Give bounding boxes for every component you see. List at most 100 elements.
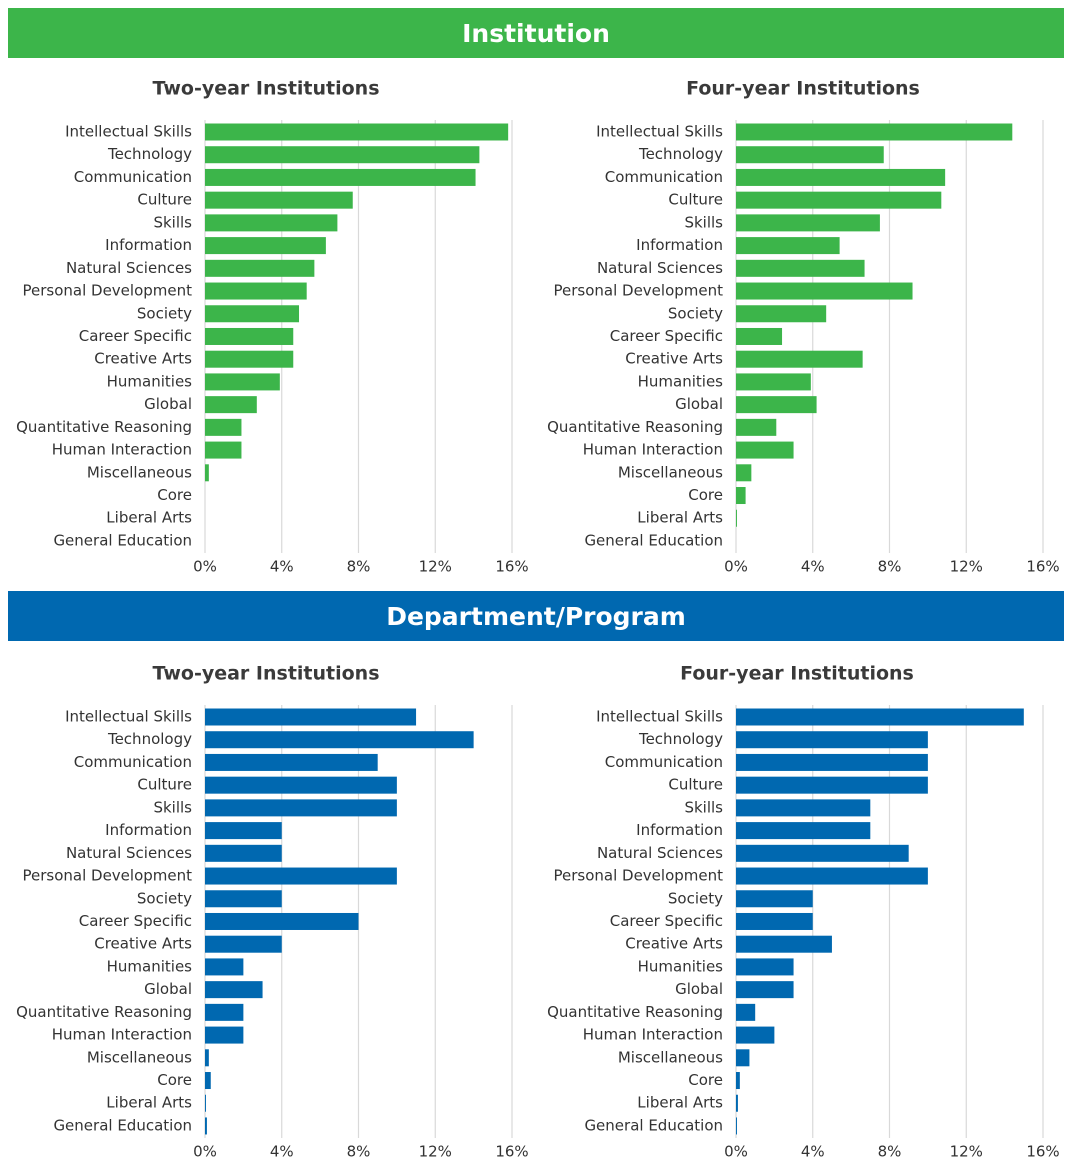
category-label: Technology — [638, 730, 723, 748]
bar — [736, 191, 942, 209]
category-label: Career Specific — [610, 912, 723, 930]
bar — [736, 509, 737, 527]
category-label: Career Specific — [79, 327, 192, 345]
bar — [205, 123, 509, 141]
category-label: Society — [137, 889, 192, 907]
category-label: Liberal Arts — [637, 509, 723, 527]
category-label: Quantitative Reasoning — [16, 418, 192, 436]
category-label: Liberal Arts — [106, 509, 192, 527]
category-label: Career Specific — [610, 327, 723, 345]
bar — [205, 146, 480, 164]
bar — [205, 958, 244, 976]
bar — [205, 1003, 244, 1021]
bar — [205, 935, 282, 953]
bar — [205, 776, 397, 794]
bar — [736, 464, 752, 482]
x-tick-label: 16% — [495, 557, 528, 575]
bar — [736, 441, 794, 459]
category-label: Society — [668, 889, 723, 907]
bar — [736, 327, 783, 345]
category-label: Human Interaction — [583, 441, 723, 459]
bar — [205, 305, 300, 323]
section-title: Department/Program — [386, 602, 686, 631]
bar — [205, 396, 257, 414]
category-label: Quantitative Reasoning — [547, 1003, 723, 1021]
bar — [205, 214, 338, 232]
category-label: Intellectual Skills — [65, 123, 192, 141]
category-label: Technology — [107, 730, 192, 748]
category-label: Core — [157, 1071, 192, 1089]
section-header — [8, 8, 1064, 58]
category-label: Technology — [638, 145, 723, 163]
category-label: Culture — [137, 776, 192, 794]
bar — [736, 259, 865, 277]
category-label: Quantitative Reasoning — [547, 418, 723, 436]
bar — [736, 1117, 737, 1135]
bar — [205, 867, 397, 885]
bar — [205, 981, 263, 999]
bar — [205, 373, 280, 391]
bar — [736, 418, 777, 436]
category-label: Core — [157, 486, 192, 504]
category-label: Humanities — [638, 957, 724, 975]
bar — [205, 327, 294, 345]
bar — [736, 1003, 756, 1021]
category-label: Humanities — [107, 957, 193, 975]
category-label: Humanities — [638, 372, 724, 390]
x-tick-label: 12% — [950, 557, 983, 575]
category-label: Information — [105, 236, 192, 254]
bar — [736, 168, 946, 186]
bar — [736, 776, 928, 794]
category-label: Skills — [684, 213, 723, 231]
bar — [205, 418, 242, 436]
bar — [205, 731, 474, 749]
x-tick-label: 16% — [1026, 1142, 1059, 1159]
category-label: Global — [675, 980, 723, 998]
bar — [736, 237, 840, 255]
bar — [205, 168, 476, 186]
bar — [205, 1049, 209, 1067]
x-tick-label: 0% — [724, 1142, 748, 1159]
category-label: Personal Development — [22, 867, 192, 885]
bar — [205, 708, 417, 726]
category-label: Human Interaction — [52, 1026, 192, 1044]
category-label: Communication — [74, 753, 192, 771]
bar — [205, 464, 209, 482]
category-label: General Education — [584, 531, 723, 549]
section-title: Institution — [462, 19, 610, 48]
category-label: General Education — [584, 1116, 723, 1134]
bar — [736, 146, 884, 164]
category-label: Global — [144, 980, 192, 998]
bar — [736, 981, 794, 999]
category-label: Miscellaneous — [618, 463, 723, 481]
x-tick-label: 16% — [495, 1142, 528, 1159]
category-label: Communication — [605, 168, 723, 186]
category-label: Human Interaction — [583, 1026, 723, 1044]
category-label: Communication — [605, 753, 723, 771]
x-tick-label: 16% — [1026, 557, 1059, 575]
category-label: Liberal Arts — [637, 1094, 723, 1112]
bar — [205, 1117, 207, 1135]
section-header — [8, 591, 1064, 641]
bar — [205, 191, 353, 209]
x-tick-label: 8% — [347, 557, 371, 575]
bar — [736, 373, 811, 391]
category-label: Culture — [668, 776, 723, 794]
category-label: Core — [688, 486, 723, 504]
x-tick-label: 12% — [950, 1142, 983, 1159]
category-label: Quantitative Reasoning — [16, 1003, 192, 1021]
category-label: Information — [636, 236, 723, 254]
bar — [736, 799, 871, 817]
category-label: Humanities — [107, 372, 193, 390]
category-label: Information — [105, 821, 192, 839]
x-tick-label: 4% — [801, 557, 825, 575]
bar — [205, 282, 307, 300]
category-label: General Education — [53, 1116, 192, 1134]
x-tick-label: 4% — [801, 1142, 825, 1159]
x-tick-label: 4% — [270, 557, 294, 575]
x-tick-label: 4% — [270, 1142, 294, 1159]
bar — [736, 731, 928, 749]
category-label: Information — [636, 821, 723, 839]
category-label: Intellectual Skills — [596, 708, 723, 726]
